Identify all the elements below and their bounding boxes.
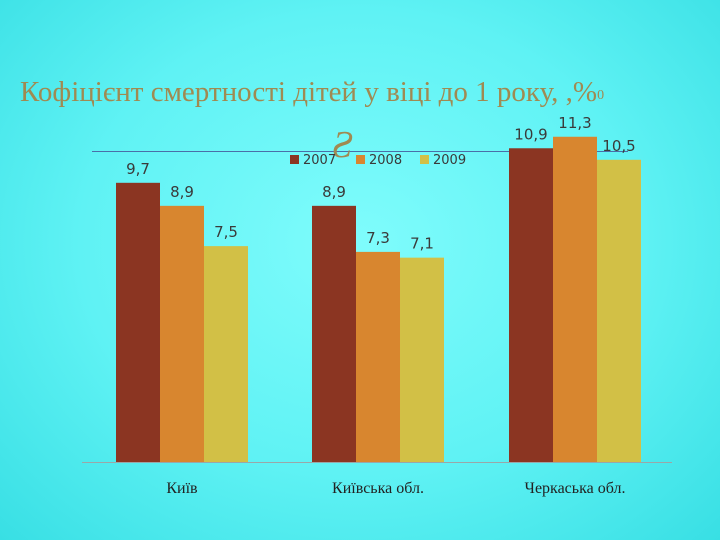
category-label: Київ [166, 480, 198, 497]
value-label: 8,9 [170, 183, 194, 201]
title-divider [92, 151, 628, 152]
bar-2007-3 [509, 148, 553, 462]
chart-title-text: Кофіцієнт смертності дітей у віці до 1 р… [20, 76, 598, 108]
value-label: 8,9 [322, 183, 346, 201]
bar-2008-2 [356, 251, 400, 462]
category-label: Черкаська обл. [525, 480, 626, 497]
chart-title: Кофіцієнт смертності дітей у віці до 1 р… [20, 76, 710, 109]
legend-label: 2008 [369, 153, 402, 168]
legend-swatch-2007 [290, 155, 299, 164]
legend-label: 2009 [433, 153, 466, 168]
bar-2008-1 [160, 205, 204, 462]
bar-2009-1 [204, 246, 248, 462]
legend-swatch-2009 [420, 155, 429, 164]
chart-legend: 2007 2008 2009 [290, 153, 466, 168]
value-label: 7,3 [366, 229, 390, 247]
value-label: 9,7 [126, 160, 150, 178]
bar-2009-2 [400, 257, 444, 462]
category-label: Київська обл. [332, 480, 424, 497]
bar-2008-3 [553, 136, 597, 462]
legend-swatch-2008 [356, 155, 365, 164]
chart-bars [116, 136, 641, 463]
value-label: 7,1 [410, 235, 434, 253]
bar-2007-1 [116, 182, 160, 462]
chart-value-labels: 9,7 8,9 7,5 8,9 7,3 7,1 10,9 11,3 10,5 [126, 114, 636, 253]
legend-label: 2007 [303, 153, 336, 168]
decorative-flourish-icon: Ƨ [333, 124, 352, 166]
value-label: 10,9 [514, 125, 547, 143]
value-label: 10,5 [602, 137, 635, 155]
value-label: 7,5 [214, 223, 238, 241]
permille-subscript: 0 [597, 88, 605, 103]
category-labels: Київ Київська обл. Черкаська обл. [166, 480, 625, 497]
value-label: 11,3 [558, 114, 591, 132]
bar-2009-3 [597, 159, 641, 463]
bar-2007-2 [312, 205, 356, 462]
